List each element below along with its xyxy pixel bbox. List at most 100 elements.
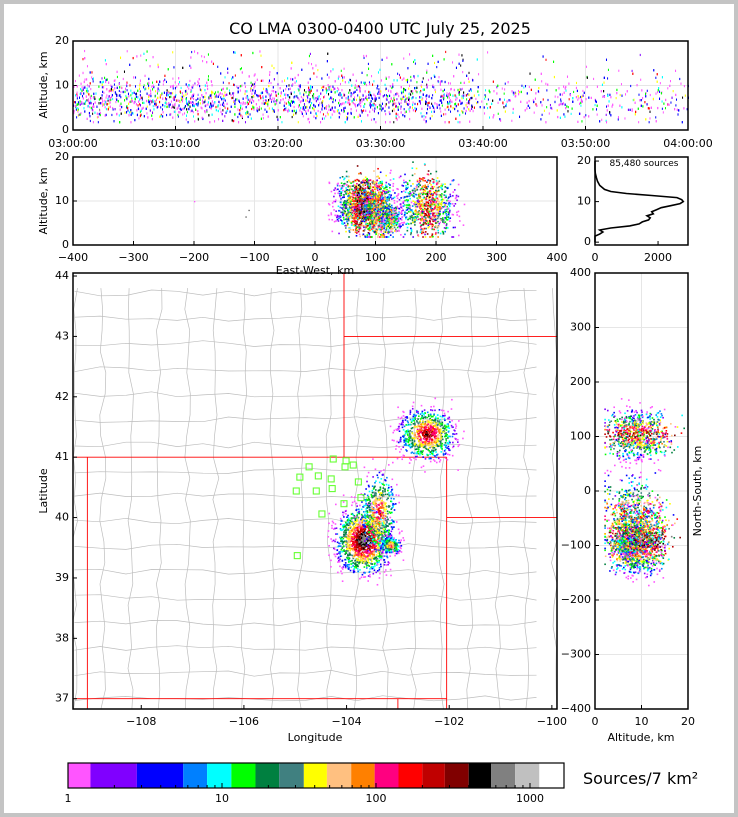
source-point [462, 96, 464, 100]
source-point [460, 102, 462, 105]
source-point [362, 205, 365, 208]
source-point [342, 79, 344, 82]
source-point [359, 223, 361, 225]
source-point [385, 76, 387, 79]
source-point [341, 214, 344, 216]
source-point [543, 109, 545, 112]
source-point [119, 86, 121, 89]
source-point [393, 98, 395, 102]
source-point [349, 103, 351, 106]
source-point [101, 86, 103, 89]
source-point [369, 192, 372, 195]
source-point [260, 79, 262, 82]
source-point [107, 97, 109, 101]
source-point [455, 102, 457, 105]
source-point [161, 93, 163, 96]
source-point [455, 104, 457, 108]
source-point [239, 68, 241, 71]
source-point [362, 179, 364, 182]
source-point [353, 208, 356, 210]
source-point [351, 209, 353, 212]
source-point [412, 90, 414, 93]
source-point [307, 118, 309, 121]
source-point [644, 101, 646, 104]
source-point [240, 102, 242, 105]
source-point [588, 115, 590, 118]
source-point [220, 88, 222, 92]
source-point [315, 97, 317, 100]
source-point [178, 99, 180, 102]
source-point [115, 92, 117, 95]
source-point [425, 101, 427, 104]
source-point [172, 87, 174, 90]
source-point [350, 215, 352, 217]
source-point [322, 89, 324, 92]
source-point [350, 204, 352, 207]
source-point [105, 80, 107, 84]
map-ylabel: Latitude [37, 468, 50, 514]
source-point [201, 94, 203, 97]
source-point [139, 87, 141, 90]
source-point [206, 109, 208, 112]
source-point [301, 111, 303, 114]
source-point [518, 89, 520, 93]
source-point [203, 55, 205, 59]
source-point [178, 111, 180, 114]
source-point [350, 95, 352, 98]
source-point [466, 102, 468, 105]
source-point [583, 91, 585, 94]
source-point [410, 93, 412, 96]
source-point [367, 187, 370, 190]
source-point [576, 89, 578, 93]
source-point [152, 84, 154, 87]
source-point [449, 82, 451, 85]
source-point [353, 202, 355, 205]
source-point [176, 99, 178, 102]
source-point [359, 206, 361, 209]
source-point [348, 236, 350, 238]
source-point [166, 94, 168, 97]
source-point [570, 112, 572, 115]
source-point [462, 59, 464, 62]
source-point [361, 234, 364, 236]
source-point [279, 116, 281, 119]
source-point [289, 102, 291, 105]
source-point [392, 99, 394, 102]
source-point [75, 108, 77, 111]
source-point [105, 78, 107, 82]
source-point [391, 63, 393, 66]
source-point [132, 56, 134, 60]
source-point [485, 95, 487, 98]
source-point [388, 111, 390, 114]
source-point [357, 188, 359, 191]
source-point [207, 101, 209, 104]
source-point [232, 96, 234, 99]
source-point [80, 82, 82, 85]
source-point [190, 90, 192, 93]
source-point [360, 102, 362, 105]
source-point [459, 99, 461, 102]
source-point [76, 116, 78, 119]
source-point [97, 121, 99, 124]
source-point [206, 61, 208, 64]
source-point [446, 92, 448, 95]
source-point [153, 100, 155, 103]
source-point [305, 112, 307, 115]
source-point [275, 94, 277, 97]
source-point [452, 94, 454, 97]
source-point [503, 98, 505, 101]
source-point [352, 93, 354, 96]
source-point [312, 67, 314, 70]
source-point [342, 212, 345, 215]
source-point [354, 179, 357, 182]
source-point [334, 187, 337, 189]
source-point [297, 96, 299, 100]
source-point [260, 92, 262, 95]
source-point [374, 188, 376, 191]
source-point [128, 102, 130, 105]
source-point [183, 94, 185, 97]
source-point [619, 104, 621, 107]
source-point [298, 98, 300, 101]
source-point [431, 102, 433, 105]
source-point [455, 117, 457, 120]
